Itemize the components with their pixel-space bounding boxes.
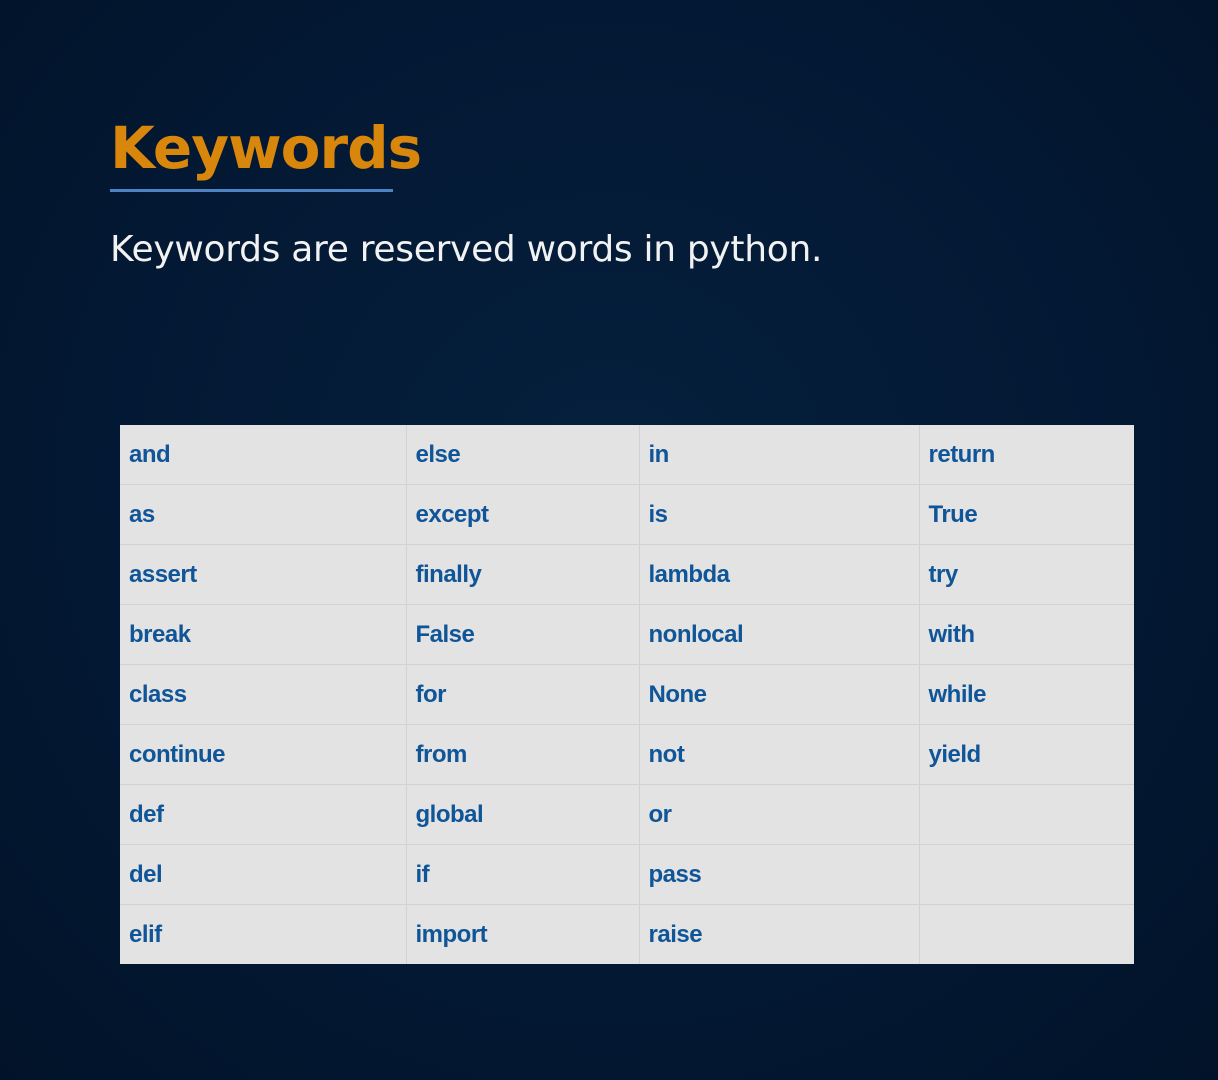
slide-subtitle: Keywords are reserved words in python. — [110, 229, 823, 270]
title-underline — [110, 189, 393, 192]
table-row: class for None while — [120, 664, 1134, 725]
table-cell: from — [406, 724, 640, 785]
table-cell: try — [919, 544, 1134, 605]
table-row: and else in return — [120, 425, 1134, 485]
table-row: del if pass — [120, 844, 1134, 905]
table-row: as except is True — [120, 484, 1134, 545]
table-cell: True — [919, 484, 1134, 545]
table-cell: except — [406, 484, 640, 545]
table-row: break False nonlocal with — [120, 604, 1134, 665]
keywords-table: and else in return as except is True ass… — [120, 425, 1134, 964]
table-cell: import — [406, 904, 640, 964]
table-cell: continue — [120, 724, 407, 785]
table-cell: break — [120, 604, 407, 665]
table-cell: or — [639, 784, 920, 845]
table-cell: elif — [120, 904, 407, 964]
table-row: assert finally lambda try — [120, 544, 1134, 605]
table-row: def global or — [120, 784, 1134, 845]
table-cell: lambda — [639, 544, 920, 605]
table-cell: return — [919, 425, 1134, 485]
table-cell: assert — [120, 544, 407, 605]
table-cell: is — [639, 484, 920, 545]
table-cell: if — [406, 844, 640, 905]
table-cell: not — [639, 724, 920, 785]
table-cell: def — [120, 784, 407, 845]
table-cell: raise — [639, 904, 920, 964]
table-cell: for — [406, 664, 640, 725]
table-cell: global — [406, 784, 640, 845]
table-cell: else — [406, 425, 640, 485]
table-cell: yield — [919, 724, 1134, 785]
table-cell: pass — [639, 844, 920, 905]
table-cell: in — [639, 425, 920, 485]
table-cell: None — [639, 664, 920, 725]
slide-title: Keywords — [110, 114, 422, 182]
table-cell: nonlocal — [639, 604, 920, 665]
table-row: continue from not yield — [120, 724, 1134, 785]
table-cell — [919, 905, 1134, 965]
table-cell: while — [919, 664, 1134, 725]
table-cell: as — [120, 484, 407, 545]
table-row: elif import raise — [120, 904, 1134, 965]
table-cell: False — [406, 604, 640, 665]
table-cell — [919, 844, 1134, 905]
table-cell: del — [120, 844, 407, 905]
table-cell — [919, 784, 1134, 845]
table-cell: finally — [406, 544, 640, 605]
table-cell: with — [919, 604, 1134, 665]
table-cell: class — [120, 664, 407, 725]
table-cell: and — [120, 425, 407, 485]
